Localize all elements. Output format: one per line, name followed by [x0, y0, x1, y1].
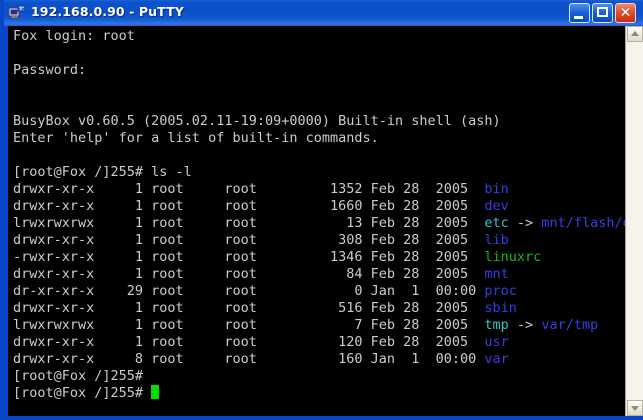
listing-row: drwxr-xr-x 1 root root 1660 Feb 28 2005 … — [13, 198, 509, 214]
listing-row: drwxr-xr-x 8 root root 160 Jan 1 00:00 v… — [13, 351, 509, 367]
scroll-down-arrow-icon — [631, 406, 639, 411]
listing-row: drwxr-xr-x 1 root root 308 Feb 28 2005 l… — [13, 232, 509, 248]
minimize-button[interactable] — [569, 3, 590, 23]
scroll-up-arrow-icon — [631, 31, 639, 36]
listing-row: lrwxrwxrwx 1 root root 13 Feb 28 2005 et… — [13, 215, 625, 231]
listing-row: lrwxrwxrwx 1 root root 7 Feb 28 2005 tmp… — [13, 317, 599, 333]
blank-line — [13, 79, 625, 96]
minimize-icon — [574, 16, 583, 19]
title-bar[interactable]: 192.168.0.90 - PuTTY ✕ — [4, 0, 643, 26]
command-line: [root@Fox /]255# ls -l — [13, 164, 192, 180]
terminal-scrollbar[interactable] — [625, 26, 643, 416]
terminal-text: Fox login: root Password: BusyBox v0.60.5 … — [13, 28, 625, 402]
listing-row: drwxr-xr-x 1 root root 1352 Feb 28 2005 … — [13, 181, 509, 197]
listing-row: drwxr-xr-x 1 root root 84 Feb 28 2005 mn… — [13, 266, 509, 282]
active-prompt-line: [root@Fox /]255# — [13, 385, 625, 402]
close-button[interactable]: ✕ — [615, 3, 636, 23]
maximize-icon — [597, 7, 608, 17]
maximize-button[interactable] — [592, 3, 613, 23]
scrollbar-track[interactable] — [627, 42, 643, 400]
listing-row: drwxr-xr-x 1 root root 516 Feb 28 2005 s… — [13, 300, 517, 316]
listing-row: -rwxr-xr-x 1 root root 1346 Feb 28 2005 … — [13, 249, 542, 265]
login-line: Fox login: root — [13, 28, 135, 44]
password-line: Password: — [13, 62, 87, 78]
blank-line — [13, 96, 625, 113]
terminal-screen[interactable]: Fox login: root Password: BusyBox v0.60.5 … — [8, 26, 625, 416]
help-banner: Enter 'help' for a list of built-in comm… — [13, 130, 379, 146]
close-icon: ✕ — [619, 5, 632, 21]
scroll-up-button[interactable] — [627, 26, 643, 42]
busybox-banner: BusyBox v0.60.5 (2005.02.11-19:09+0000) … — [13, 113, 501, 129]
listing-row: drwxr-xr-x 1 root root 120 Feb 28 2005 u… — [13, 334, 509, 350]
blank-line — [13, 147, 625, 164]
terminal-cursor — [151, 385, 160, 399]
prompt-line: [root@Fox /]255# — [13, 368, 144, 384]
blank-line — [13, 45, 625, 62]
window-title: 192.168.0.90 - PuTTY — [31, 4, 184, 19]
putty-terminal-icon — [9, 5, 26, 19]
listing-row: dr-xr-xr-x 29 root root 0 Jan 1 00:00 pr… — [13, 283, 517, 299]
scroll-down-button[interactable] — [627, 400, 643, 416]
